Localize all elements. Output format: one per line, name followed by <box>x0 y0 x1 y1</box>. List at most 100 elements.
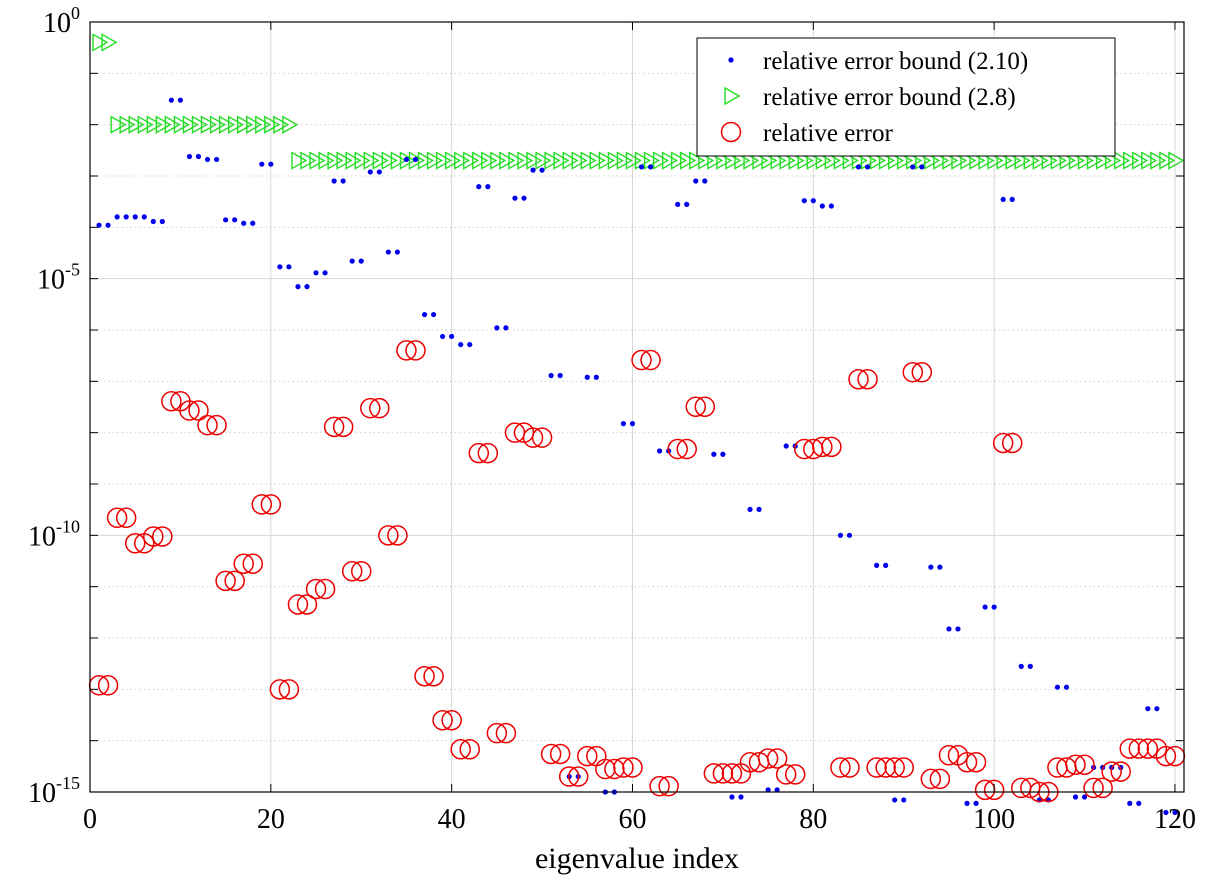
series-circle-open <box>88 340 1186 803</box>
circle-open-data-point <box>224 570 245 592</box>
legend-label: relative error bound (2.8) <box>763 84 1016 111</box>
dot-data-point <box>241 220 247 226</box>
circle-open-data-point <box>387 525 408 546</box>
circle-open-data-point <box>522 427 544 448</box>
circle-open-data-point <box>875 757 896 778</box>
circle-open-data-point <box>278 679 300 700</box>
legend-marker <box>720 121 742 143</box>
x-tick-label: 60 <box>618 804 646 835</box>
circle-open-data-point <box>902 362 924 383</box>
triangle-right-data-point <box>689 151 706 170</box>
triangle-right-data-point <box>1032 151 1049 170</box>
dot-data-point <box>1145 706 1151 712</box>
triangle-right-data-point <box>1095 151 1113 170</box>
circle-open-data-point <box>486 722 508 744</box>
circle-open-data-point <box>450 739 471 760</box>
dot-data-point <box>738 794 744 800</box>
triangle-right-data-point <box>517 151 534 170</box>
triangle-right-data-point <box>779 151 796 170</box>
circle-open-data-point <box>992 432 1014 454</box>
triangle-right-data-point <box>92 33 109 52</box>
x-tick-label: 100 <box>973 804 1015 835</box>
circle-open-data-point <box>1101 761 1122 782</box>
circle-open-data-point <box>124 533 146 554</box>
circle-open-data-point <box>242 553 263 574</box>
triangle-right-data-point <box>526 151 543 170</box>
circle-open-data-point <box>839 757 860 778</box>
dot-data-point <box>1136 800 1142 806</box>
triangle-right-data-point <box>842 151 859 170</box>
dot-data-point <box>204 156 211 163</box>
circle-open-data-point <box>179 400 200 421</box>
triangle-right-data-point <box>806 151 823 170</box>
triangle-right-data-point <box>933 151 950 170</box>
triangle-right-data-point <box>119 115 136 134</box>
triangle-right-data-point <box>544 151 561 170</box>
triangle-right-data-point <box>1168 151 1185 170</box>
dot-data-point <box>1154 706 1160 712</box>
circle-open-data-point <box>694 396 716 417</box>
triangle-right-data-point <box>851 151 868 170</box>
dot-data-point <box>720 451 726 457</box>
circle-open-data-point <box>314 578 336 600</box>
y-tick-exponent: -10 <box>56 516 80 536</box>
triangle-right-data-point <box>291 151 308 170</box>
dot-data-point <box>105 222 111 228</box>
triangle-right-data-point <box>797 151 814 170</box>
plot-frame <box>89 21 1185 793</box>
circle-open-data-point <box>1092 777 1113 799</box>
circle-open-data-point <box>866 757 887 778</box>
circle-open-data-point <box>911 362 933 383</box>
circle-open-data-point <box>938 744 960 766</box>
dot-data-point <box>620 421 627 427</box>
dot-data-point <box>177 97 184 103</box>
legend-marker <box>728 57 734 63</box>
dot-data-point <box>458 341 464 348</box>
triangle-right-data-point <box>399 151 416 170</box>
dot-data-point <box>286 264 292 270</box>
dot-data-point <box>883 562 889 568</box>
dot-data-point <box>675 201 681 207</box>
triangle-right-data-point <box>490 151 507 170</box>
circle-open-data-point <box>115 507 137 529</box>
triangle-right-data-point <box>390 151 407 170</box>
triangle-right-data-point <box>463 151 480 170</box>
circle-open-data-point <box>640 349 661 371</box>
dot-data-point <box>846 532 853 538</box>
triangle-right-data-point <box>770 151 787 170</box>
triangle-right-data-point <box>987 151 1004 170</box>
dot-data-point <box>385 249 391 255</box>
triangle-right-data-point <box>716 151 733 170</box>
triangle-right-data-point <box>300 151 317 170</box>
dot-data-point <box>530 167 536 173</box>
circle-open-data-point <box>215 570 236 592</box>
triangle-right-data-point <box>707 151 724 170</box>
triangle-right-data-point <box>164 115 181 134</box>
triangle-right-data-point <box>173 115 190 134</box>
dot-data-point <box>964 800 970 806</box>
triangle-right-data-point <box>128 115 145 134</box>
dot-data-point <box>747 506 753 513</box>
triangle-right-data-point <box>915 151 932 170</box>
dot-data-point <box>955 626 961 632</box>
dot-data-point <box>657 448 663 454</box>
triangle-right-data-point <box>1104 151 1122 170</box>
triangle-right-data-point <box>906 151 923 170</box>
circle-open-data-point <box>251 494 273 515</box>
circle-open-data-point <box>965 751 987 773</box>
circle-open-data-point <box>857 368 878 390</box>
circle-open-data-point <box>369 397 390 419</box>
dot-data-point <box>403 156 410 163</box>
circle-open-data-point <box>540 743 562 765</box>
triangle-right-data-point <box>363 151 380 170</box>
dot-data-point <box>783 443 789 449</box>
dot-data-point <box>331 178 337 184</box>
triangle-right-data-point <box>824 151 841 170</box>
triangle-right-data-point <box>978 151 995 170</box>
x-tick-label: 40 <box>438 804 466 835</box>
circle-open-data-point <box>1110 761 1131 782</box>
dot-data-point <box>322 270 328 276</box>
circle-open-data-point <box>296 594 318 615</box>
circle-open-data-point <box>667 438 688 460</box>
